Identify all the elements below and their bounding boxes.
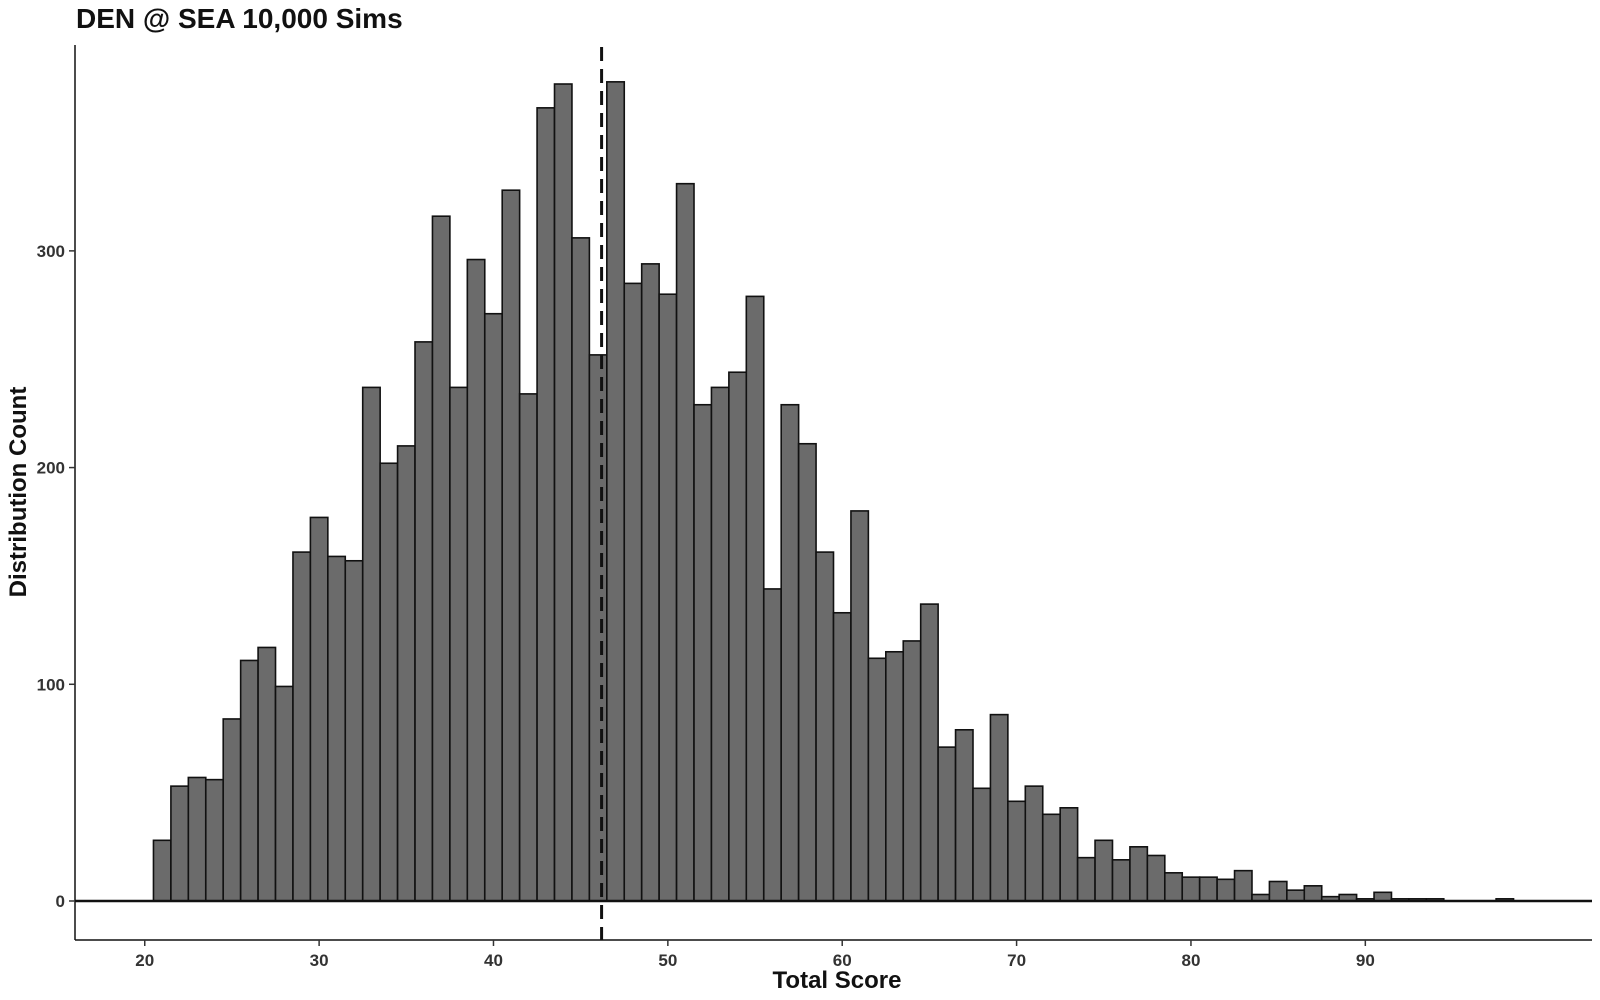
x-tick-label: 80 xyxy=(1181,951,1200,970)
y-axis-label: Distribution Count xyxy=(5,387,32,598)
histogram-bar xyxy=(239,659,259,902)
x-tick-label: 30 xyxy=(310,951,329,970)
histogram-bar xyxy=(867,657,887,902)
histogram-bar xyxy=(518,393,538,902)
histogram-bar xyxy=(1268,880,1288,902)
x-tick-label: 90 xyxy=(1356,951,1375,970)
histogram-bar xyxy=(1303,885,1323,902)
histogram-bar xyxy=(1094,839,1114,902)
histogram-bar xyxy=(431,215,451,902)
histogram-bar xyxy=(954,728,974,902)
bars-layer xyxy=(152,81,1515,902)
histogram-bar xyxy=(274,685,294,902)
histogram-bar xyxy=(850,510,870,902)
histogram-bar xyxy=(379,462,399,902)
histogram-bar xyxy=(170,785,190,902)
histogram-bar xyxy=(902,640,922,902)
histogram-bar xyxy=(152,839,172,902)
histogram-bar xyxy=(693,403,713,902)
histogram-bar xyxy=(1198,876,1218,902)
x-tick-label: 60 xyxy=(833,951,852,970)
histogram-bar xyxy=(344,559,364,902)
histogram-bar xyxy=(919,603,939,902)
axes-layer: 20 30 40 50 60 70 80 90 0 100 200 300 xyxy=(37,45,1592,970)
histogram-bar xyxy=(414,341,434,902)
histogram-bar xyxy=(815,551,835,902)
x-tick-label: 50 xyxy=(658,951,677,970)
histogram-bar xyxy=(449,386,469,902)
histogram-bar xyxy=(710,386,730,902)
histogram-bar xyxy=(327,555,347,902)
histogram-bar xyxy=(466,258,486,902)
y-tick-label: 100 xyxy=(37,675,65,694)
histogram-bar xyxy=(762,588,782,902)
histogram-bar xyxy=(1129,846,1149,902)
x-tick-label: 20 xyxy=(135,951,154,970)
histogram-bar xyxy=(640,263,660,902)
histogram-bar xyxy=(292,551,312,902)
y-tick-label: 300 xyxy=(37,242,65,261)
histogram-bar xyxy=(972,787,992,902)
histogram-bar xyxy=(937,746,957,902)
histogram-bar xyxy=(1233,869,1253,902)
histogram-bar xyxy=(222,718,242,902)
histogram-bar xyxy=(588,354,608,902)
histogram-bar xyxy=(989,713,1009,902)
histogram-bar xyxy=(553,83,573,902)
histogram-bar xyxy=(396,445,416,902)
x-tick-label: 40 xyxy=(484,951,503,970)
histogram-bar xyxy=(1373,891,1393,902)
x-axis-label: Total Score xyxy=(773,967,902,994)
histogram-bar xyxy=(675,182,695,902)
y-tick-label: 200 xyxy=(37,459,65,478)
histogram-bar xyxy=(536,107,556,902)
histogram-bar xyxy=(187,776,207,902)
histogram-bar xyxy=(1286,889,1306,902)
histogram-bar xyxy=(745,295,765,902)
histogram-bar xyxy=(780,403,800,902)
histogram-bar xyxy=(623,282,643,902)
histogram-bar xyxy=(483,312,504,902)
histogram-bar xyxy=(571,237,591,902)
histogram-bar xyxy=(1216,878,1236,902)
histogram-bar xyxy=(309,516,329,902)
histogram-bar xyxy=(1041,813,1061,902)
histogram-bar xyxy=(1024,785,1044,902)
histogram-bar xyxy=(885,650,905,902)
histogram-bar xyxy=(797,442,817,902)
histogram-bar xyxy=(1146,854,1166,902)
histogram-bar xyxy=(1163,872,1184,902)
histogram-bar xyxy=(728,371,748,902)
histogram-bar xyxy=(1076,856,1096,902)
histogram-bar xyxy=(832,611,852,902)
histogram-bar xyxy=(361,386,381,902)
histogram-bar xyxy=(501,189,521,902)
histogram-bar xyxy=(1111,859,1131,902)
y-tick-label: 0 xyxy=(56,892,65,911)
x-tick-label: 70 xyxy=(1007,951,1026,970)
histogram-bar xyxy=(1007,800,1027,902)
chart-title: DEN @ SEA 10,000 Sims xyxy=(76,3,403,34)
histogram-bar xyxy=(606,81,626,902)
histogram-bar xyxy=(658,293,678,902)
histogram-bar xyxy=(204,778,225,902)
histogram-bar xyxy=(1059,807,1079,902)
histogram-bar xyxy=(1181,876,1201,902)
histogram-bar xyxy=(257,646,277,902)
